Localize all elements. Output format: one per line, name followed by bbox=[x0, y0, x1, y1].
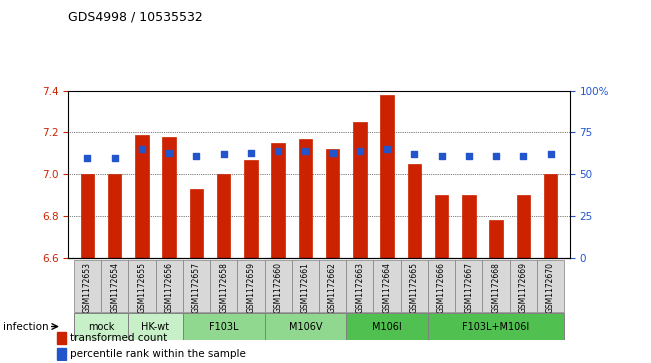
Text: percentile rank within the sample: percentile rank within the sample bbox=[70, 349, 245, 359]
Point bbox=[546, 151, 556, 157]
Text: GSM1172663: GSM1172663 bbox=[355, 262, 365, 313]
FancyBboxPatch shape bbox=[128, 260, 156, 312]
Point bbox=[164, 150, 174, 155]
Bar bbox=[108, 174, 122, 258]
Bar bbox=[244, 160, 258, 258]
Text: GSM1172665: GSM1172665 bbox=[410, 262, 419, 313]
Text: HK-wt: HK-wt bbox=[141, 322, 170, 331]
FancyBboxPatch shape bbox=[428, 313, 564, 340]
Text: GSM1172659: GSM1172659 bbox=[246, 262, 255, 313]
Text: GSM1172662: GSM1172662 bbox=[328, 262, 337, 313]
Point bbox=[327, 150, 338, 155]
Text: GDS4998 / 10535532: GDS4998 / 10535532 bbox=[68, 11, 203, 24]
FancyBboxPatch shape bbox=[156, 260, 183, 312]
Text: F103L+M106I: F103L+M106I bbox=[462, 322, 530, 331]
Point bbox=[273, 148, 283, 154]
Bar bbox=[81, 174, 94, 258]
Text: GSM1172669: GSM1172669 bbox=[519, 262, 528, 313]
Bar bbox=[217, 174, 230, 258]
Bar bbox=[326, 149, 339, 258]
Bar bbox=[380, 95, 394, 258]
Point bbox=[82, 155, 92, 160]
FancyBboxPatch shape bbox=[183, 313, 264, 340]
Bar bbox=[271, 143, 285, 258]
FancyBboxPatch shape bbox=[374, 260, 401, 312]
FancyBboxPatch shape bbox=[428, 260, 455, 312]
Text: M106I: M106I bbox=[372, 322, 402, 331]
Text: GSM1172670: GSM1172670 bbox=[546, 262, 555, 313]
Point bbox=[245, 150, 256, 155]
FancyBboxPatch shape bbox=[292, 260, 319, 312]
Bar bbox=[408, 164, 421, 258]
Point bbox=[518, 153, 529, 159]
FancyBboxPatch shape bbox=[346, 313, 428, 340]
Bar bbox=[57, 333, 66, 344]
Bar bbox=[462, 195, 476, 258]
Text: GSM1172657: GSM1172657 bbox=[192, 262, 201, 313]
Text: GSM1172658: GSM1172658 bbox=[219, 262, 228, 313]
Bar bbox=[57, 348, 66, 360]
Text: infection: infection bbox=[3, 322, 49, 331]
Point bbox=[464, 153, 474, 159]
Bar bbox=[189, 189, 203, 258]
Point bbox=[191, 153, 202, 159]
Text: transformed count: transformed count bbox=[70, 333, 167, 343]
FancyBboxPatch shape bbox=[264, 313, 346, 340]
Bar bbox=[135, 135, 148, 258]
Point bbox=[355, 148, 365, 154]
FancyBboxPatch shape bbox=[482, 260, 510, 312]
Text: M106V: M106V bbox=[288, 322, 322, 331]
Bar bbox=[490, 220, 503, 258]
Point bbox=[491, 153, 501, 159]
Text: GSM1172664: GSM1172664 bbox=[383, 262, 392, 313]
FancyBboxPatch shape bbox=[264, 260, 292, 312]
Bar bbox=[435, 195, 449, 258]
Text: F103L: F103L bbox=[209, 322, 238, 331]
Point bbox=[436, 153, 447, 159]
Text: GSM1172660: GSM1172660 bbox=[273, 262, 283, 313]
FancyBboxPatch shape bbox=[237, 260, 264, 312]
Point bbox=[382, 146, 393, 152]
Point bbox=[300, 148, 311, 154]
FancyBboxPatch shape bbox=[183, 260, 210, 312]
Point bbox=[137, 146, 147, 152]
Text: GSM1172666: GSM1172666 bbox=[437, 262, 446, 313]
Bar bbox=[299, 139, 312, 258]
FancyBboxPatch shape bbox=[455, 260, 482, 312]
FancyBboxPatch shape bbox=[74, 313, 128, 340]
Text: mock: mock bbox=[88, 322, 114, 331]
FancyBboxPatch shape bbox=[319, 260, 346, 312]
FancyBboxPatch shape bbox=[537, 260, 564, 312]
Text: GSM1172654: GSM1172654 bbox=[110, 262, 119, 313]
Bar bbox=[162, 137, 176, 258]
Text: GSM1172653: GSM1172653 bbox=[83, 262, 92, 313]
Text: GSM1172656: GSM1172656 bbox=[165, 262, 174, 313]
Bar bbox=[544, 174, 557, 258]
FancyBboxPatch shape bbox=[401, 260, 428, 312]
Point bbox=[409, 151, 419, 157]
Text: GSM1172668: GSM1172668 bbox=[492, 262, 501, 313]
Bar bbox=[353, 122, 367, 258]
FancyBboxPatch shape bbox=[210, 260, 237, 312]
Point bbox=[109, 155, 120, 160]
Text: GSM1172661: GSM1172661 bbox=[301, 262, 310, 313]
Text: GSM1172667: GSM1172667 bbox=[464, 262, 473, 313]
FancyBboxPatch shape bbox=[510, 260, 537, 312]
FancyBboxPatch shape bbox=[74, 260, 101, 312]
Point bbox=[219, 151, 229, 157]
Text: GSM1172655: GSM1172655 bbox=[137, 262, 146, 313]
FancyBboxPatch shape bbox=[346, 260, 374, 312]
Bar bbox=[516, 195, 530, 258]
FancyBboxPatch shape bbox=[101, 260, 128, 312]
FancyBboxPatch shape bbox=[128, 313, 183, 340]
